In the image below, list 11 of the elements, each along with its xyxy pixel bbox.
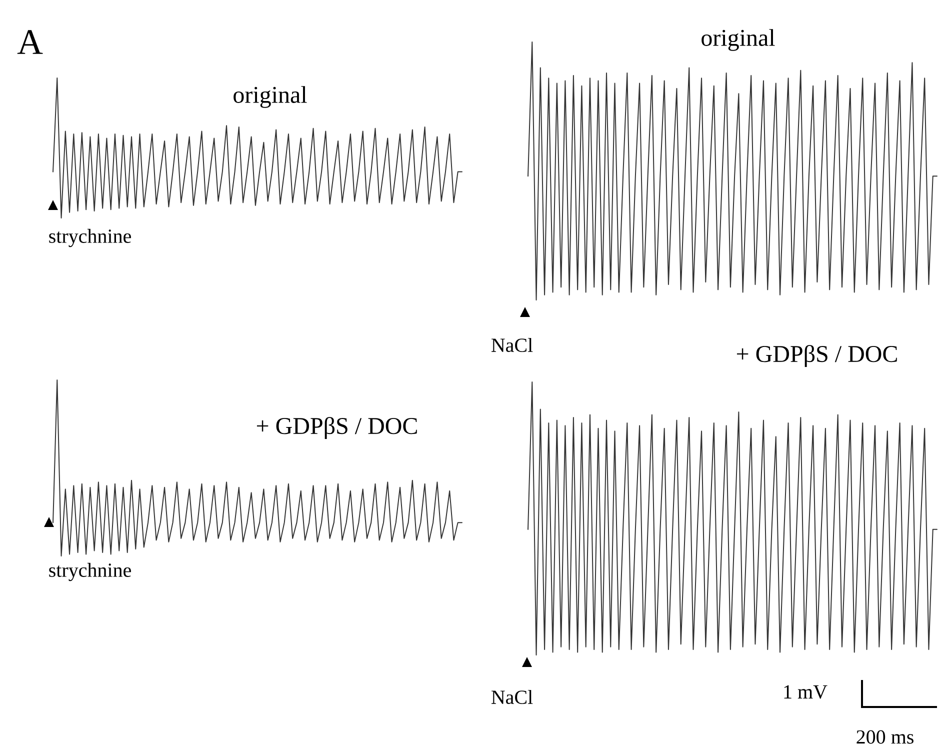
chart-title: original (234, 86, 307, 108)
text: strychnine (49, 562, 131, 582)
text: + GDPβS / DOC (256, 416, 417, 440)
text: NaCl (491, 338, 533, 352)
text: 200 ms (856, 730, 914, 744)
text: 1 mV (784, 685, 828, 699)
chart-title: + GDPβS / DOC (736, 344, 897, 368)
chart-title: original (702, 29, 775, 51)
text: strychnine (49, 228, 131, 248)
text: NaCl (491, 690, 533, 704)
text: A (17, 30, 43, 54)
